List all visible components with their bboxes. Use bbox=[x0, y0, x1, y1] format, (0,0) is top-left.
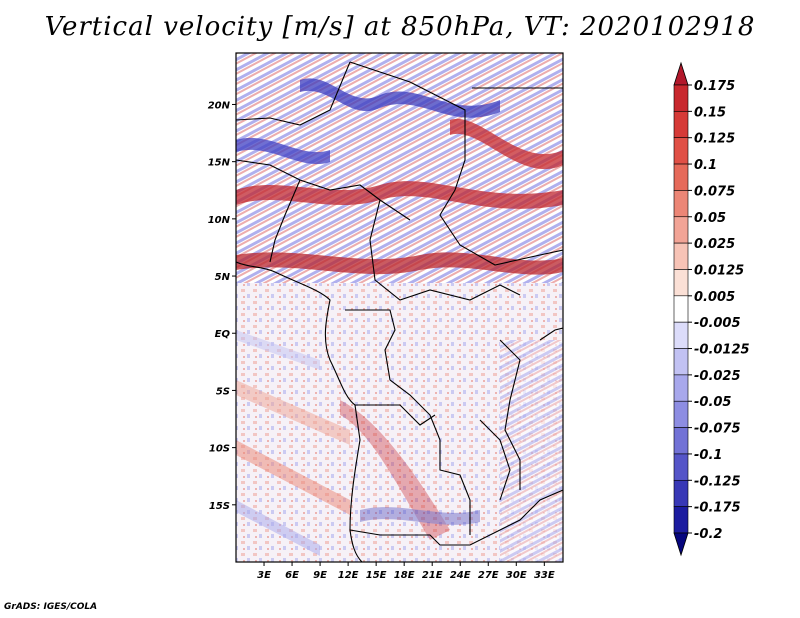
colorbar-label: 0.025 bbox=[694, 237, 735, 252]
colorbar-label: -0.2 bbox=[694, 527, 722, 542]
colorbar-label: -0.05 bbox=[694, 395, 731, 410]
colorbar-label: -0.175 bbox=[694, 501, 741, 516]
lon-tick-label: 18E bbox=[394, 570, 415, 581]
lon-tick-label: 30E bbox=[506, 570, 527, 581]
colorbar-swatch bbox=[673, 137, 689, 165]
colorbar-label: 0.125 bbox=[694, 132, 735, 147]
colorbar-swatch bbox=[673, 216, 689, 244]
colorbar-label: 0.075 bbox=[694, 184, 735, 199]
lon-tick-label: 24E bbox=[450, 570, 471, 581]
colorbar-swatch bbox=[673, 84, 689, 112]
colorbar: 0.175 0.15 0.125 0.1 0.075 0.05 0.025 0.0125 0.0… bbox=[673, 61, 750, 557]
colorbar-swatch bbox=[673, 348, 689, 376]
lon-tick-label: 12E bbox=[338, 570, 359, 581]
colorbar-swatch bbox=[673, 479, 689, 507]
lat-tick-label: 5S bbox=[216, 386, 230, 397]
colorbar-swatch bbox=[673, 242, 689, 270]
velocity-field bbox=[236, 53, 563, 562]
lon-tick-label: 15E bbox=[366, 570, 387, 581]
colorbar-swatch bbox=[673, 321, 689, 349]
colorbar-label: 0.005 bbox=[694, 290, 735, 305]
lon-tick-label: 9E bbox=[313, 570, 327, 581]
map-frame bbox=[235, 52, 564, 563]
lon-tick-label: 21E bbox=[422, 570, 443, 581]
lat-tick-label: 15N bbox=[208, 158, 231, 169]
colorbar-swatch bbox=[673, 427, 689, 455]
colorbar-label: -0.075 bbox=[694, 422, 741, 437]
colorbar-swatch bbox=[673, 453, 689, 481]
lat-tick-label: 10N bbox=[208, 215, 231, 226]
colorbar-swatch bbox=[673, 190, 689, 218]
colorbar-label: -0.125 bbox=[694, 474, 741, 489]
lon-tick-label: 33E bbox=[534, 570, 555, 581]
colorbar-label: -0.0125 bbox=[694, 343, 750, 358]
lat-tick-label: 10S bbox=[209, 444, 230, 455]
colorbar-min-arrow bbox=[673, 532, 689, 557]
lat-tick-label: 20N bbox=[208, 100, 231, 111]
colorbar-swatch bbox=[673, 400, 689, 428]
colorbar-label: -0.025 bbox=[694, 369, 741, 384]
colorbar-label: 0.1 bbox=[694, 158, 717, 173]
lat-tick-label: 5N bbox=[215, 272, 231, 283]
longitude-axis: 3E 6E 9E 12E 15E 18E 21E 24E 27E 30E 33E bbox=[257, 562, 555, 581]
colorbar-swatch bbox=[673, 269, 689, 297]
chart-title: Vertical velocity [m/s] at 850hPa, VT: 2… bbox=[44, 12, 756, 42]
lat-tick-label: 15S bbox=[209, 501, 230, 512]
grads-credit: GrADS: IGES/COLA bbox=[4, 602, 98, 612]
lon-tick-label: 27E bbox=[478, 570, 499, 581]
lon-tick-label: 3E bbox=[257, 570, 271, 581]
colorbar-label: 0.175 bbox=[694, 79, 735, 94]
colorbar-label: 0.15 bbox=[694, 105, 726, 120]
colorbar-swatch bbox=[673, 374, 689, 402]
latitude-axis: 20N 15N 10N 5N EQ 5S 10S 15S bbox=[208, 100, 236, 512]
country-borders bbox=[236, 61, 563, 562]
colorbar-swatch bbox=[673, 295, 689, 323]
colorbar-label: -0.1 bbox=[694, 448, 722, 463]
lat-tick-label: EQ bbox=[215, 329, 231, 340]
colorbar-label: -0.005 bbox=[694, 316, 741, 331]
colorbar-max-arrow bbox=[673, 61, 689, 86]
colorbar-label: 0.0125 bbox=[694, 263, 744, 278]
colorbar-label: 0.05 bbox=[694, 211, 726, 226]
colorbar-swatch bbox=[673, 506, 689, 534]
colorbar-swatch bbox=[673, 163, 689, 191]
lon-tick-label: 6E bbox=[285, 570, 299, 581]
colorbar-swatch bbox=[673, 111, 689, 139]
